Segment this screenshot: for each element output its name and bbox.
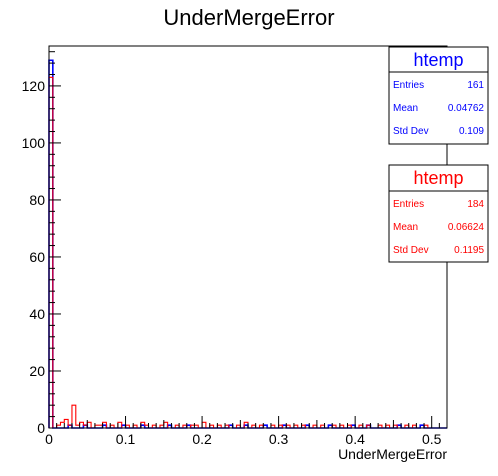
plot-area: [49, 46, 447, 428]
x-tick-label: 0.3: [269, 431, 289, 447]
x-axis-title: UnderMergeError: [338, 446, 447, 462]
x-tick-label: 0.4: [345, 431, 365, 447]
stats-label-stddev: Std Dev: [393, 126, 429, 137]
stats-title-red: htemp: [413, 168, 463, 188]
stats-label-mean: Mean: [393, 222, 418, 233]
y-tick-label: 20: [29, 363, 45, 379]
x-tick-label: 0.5: [422, 431, 442, 447]
x-tick-label: 0.2: [192, 431, 212, 447]
stats-value-stddev: 0.1195: [454, 245, 484, 256]
plot-frame-background: [49, 46, 447, 428]
stats-value-entries: 161: [467, 80, 484, 91]
stats-label-mean: Mean: [393, 103, 418, 114]
y-tick-label: 60: [29, 249, 45, 265]
y-tick-label: 120: [22, 78, 46, 94]
stats-box-red: htemp Entries 184 Mean 0.06624 Std Dev 0…: [388, 164, 489, 263]
stats-value-entries: 184: [467, 199, 484, 210]
stats-label-entries: Entries: [393, 80, 424, 91]
y-tick-label: 0: [37, 420, 45, 436]
chart-title: UnderMergeError: [163, 5, 334, 30]
y-tick-label: 100: [22, 135, 46, 151]
stats-label-stddev: Std Dev: [393, 245, 429, 256]
stats-label-entries: Entries: [393, 199, 424, 210]
y-tick-label: 80: [29, 192, 45, 208]
stats-value-stddev: 0.109: [459, 126, 484, 137]
stats-title-blue: htemp: [413, 50, 463, 70]
x-tick-label: 0: [45, 431, 53, 447]
axes-layer: 0 0.1 0.2 0.3 0.4 0.5 0 20 40 60 80 100 120: [22, 45, 448, 447]
stats-value-mean: 0.04762: [448, 103, 485, 114]
stats-value-mean: 0.06624: [448, 222, 485, 233]
stats-box-blue: htemp Entries 161 Mean 0.04762 Std Dev 0…: [388, 46, 489, 145]
y-tick-label: 40: [29, 306, 45, 322]
x-tick-label: 0.1: [116, 431, 136, 447]
